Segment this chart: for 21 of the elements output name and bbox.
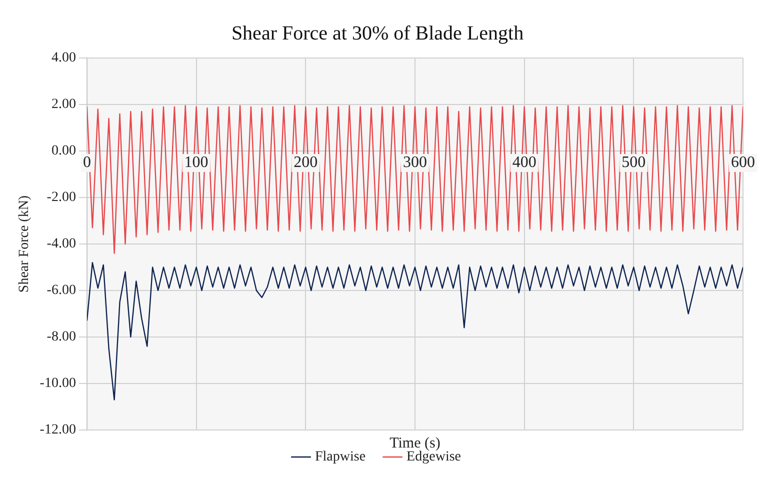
x-tick-label: 400 [512, 154, 536, 172]
y-tick-label: 2.00 [51, 97, 76, 112]
x-axis-title: Time (s) [390, 435, 440, 452]
y-tick-label: -6.00 [46, 283, 76, 298]
x-tick-label: 100 [184, 154, 208, 172]
y-tick-label: 4.00 [51, 50, 76, 66]
y-axis-title: Shear Force (kN) [17, 195, 32, 293]
legend-label: Edgewise [406, 450, 461, 465]
y-tick-label: -2.00 [46, 190, 76, 206]
y-tick-label: -8.00 [46, 330, 76, 345]
x-tick-label: 200 [294, 154, 318, 172]
chart-title: Shear Force at 30% of Blade Length [231, 22, 524, 44]
x-tick-label: 600 [731, 154, 755, 172]
y-tick-label: -12.00 [40, 422, 76, 438]
x-tick-label: 500 [622, 154, 646, 172]
y-tick-label: -4.00 [46, 236, 76, 252]
y-tick-label: -10.00 [40, 376, 76, 392]
x-tick-label: 300 [402, 154, 427, 172]
y-tick-label: 0.00 [51, 144, 76, 159]
x-tick-label: 0 [82, 154, 91, 172]
legend-label: Flapwise [315, 450, 366, 465]
